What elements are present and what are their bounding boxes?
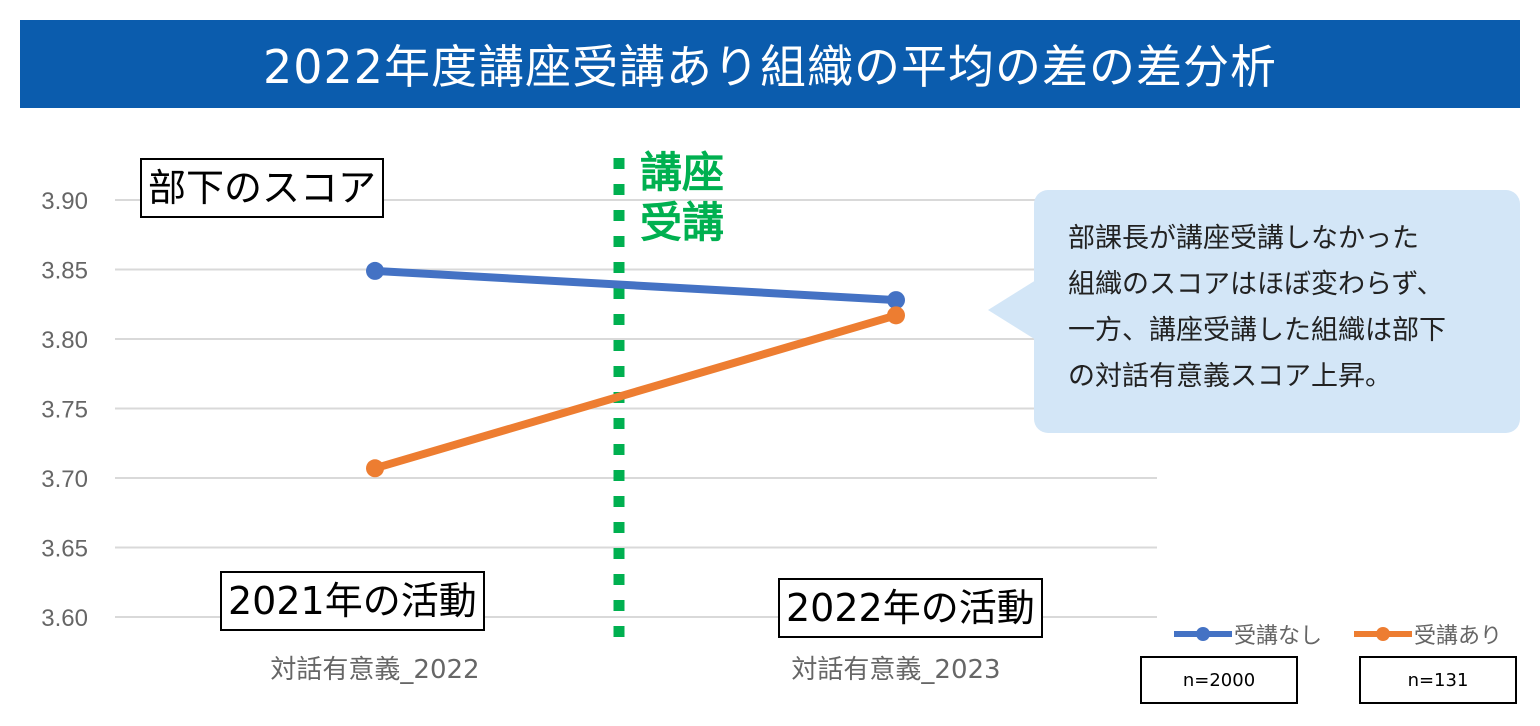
- series-line: [374, 266, 897, 305]
- y-tick-label: 3.75: [41, 397, 88, 424]
- x-tick-label: 対話有意義_2023: [791, 655, 1000, 685]
- legend-label: 受講あり: [1414, 624, 1503, 649]
- intervention-label-line1: 講座: [640, 148, 725, 197]
- period1-label: 2021年の活動: [220, 571, 485, 631]
- legend-marker-blue-icon: [1174, 627, 1232, 641]
- legend-item-course: 受講あり: [1352, 618, 1502, 650]
- y-tick-label: 3.60: [41, 605, 88, 632]
- x-tick-label: 対話有意義_2022: [270, 655, 479, 685]
- data-point: [366, 459, 384, 478]
- y-tick-label: 3.90: [41, 188, 88, 215]
- data-point: [887, 291, 905, 310]
- callout: 部課長が講座受講しなかった 組織のスコアはほぼ変わらず、 一方、講座受講した組織…: [1034, 190, 1520, 433]
- sample-size-no-course: n=2000: [1140, 656, 1298, 704]
- intervention-label-line2: 受講: [640, 198, 725, 247]
- legend-marker-orange-icon: [1354, 627, 1412, 641]
- callout-line: の対話有意義スコア上昇。: [1068, 361, 1392, 392]
- sample-size-course: n=131: [1359, 656, 1517, 704]
- callout-line: 組織のスコアはほぼ変わらず、: [1068, 269, 1444, 300]
- callout-line: 部課長が講座受講しなかった: [1068, 223, 1419, 254]
- series-line: [373, 311, 898, 473]
- legend-item-no-course: 受講なし: [1172, 618, 1322, 650]
- intervention-label: 講座 受講: [640, 148, 724, 248]
- y-tick-label: 3.70: [41, 466, 88, 493]
- data-point: [366, 261, 384, 280]
- data-point: [887, 306, 905, 325]
- legend-label: 受講なし: [1234, 624, 1323, 649]
- callout-tail: [988, 280, 1036, 340]
- score-label: 部下のスコア: [140, 158, 385, 218]
- period2-label: 2022年の活動: [778, 578, 1043, 638]
- y-tick-label: 3.80: [41, 327, 88, 354]
- y-tick-label: 3.65: [41, 536, 88, 563]
- callout-line: 一方、講座受講した組織は部下: [1068, 315, 1446, 346]
- page-title: 2022年度講座受講あり組織の平均の差の差分析: [20, 20, 1520, 108]
- y-tick-label: 3.85: [41, 258, 88, 285]
